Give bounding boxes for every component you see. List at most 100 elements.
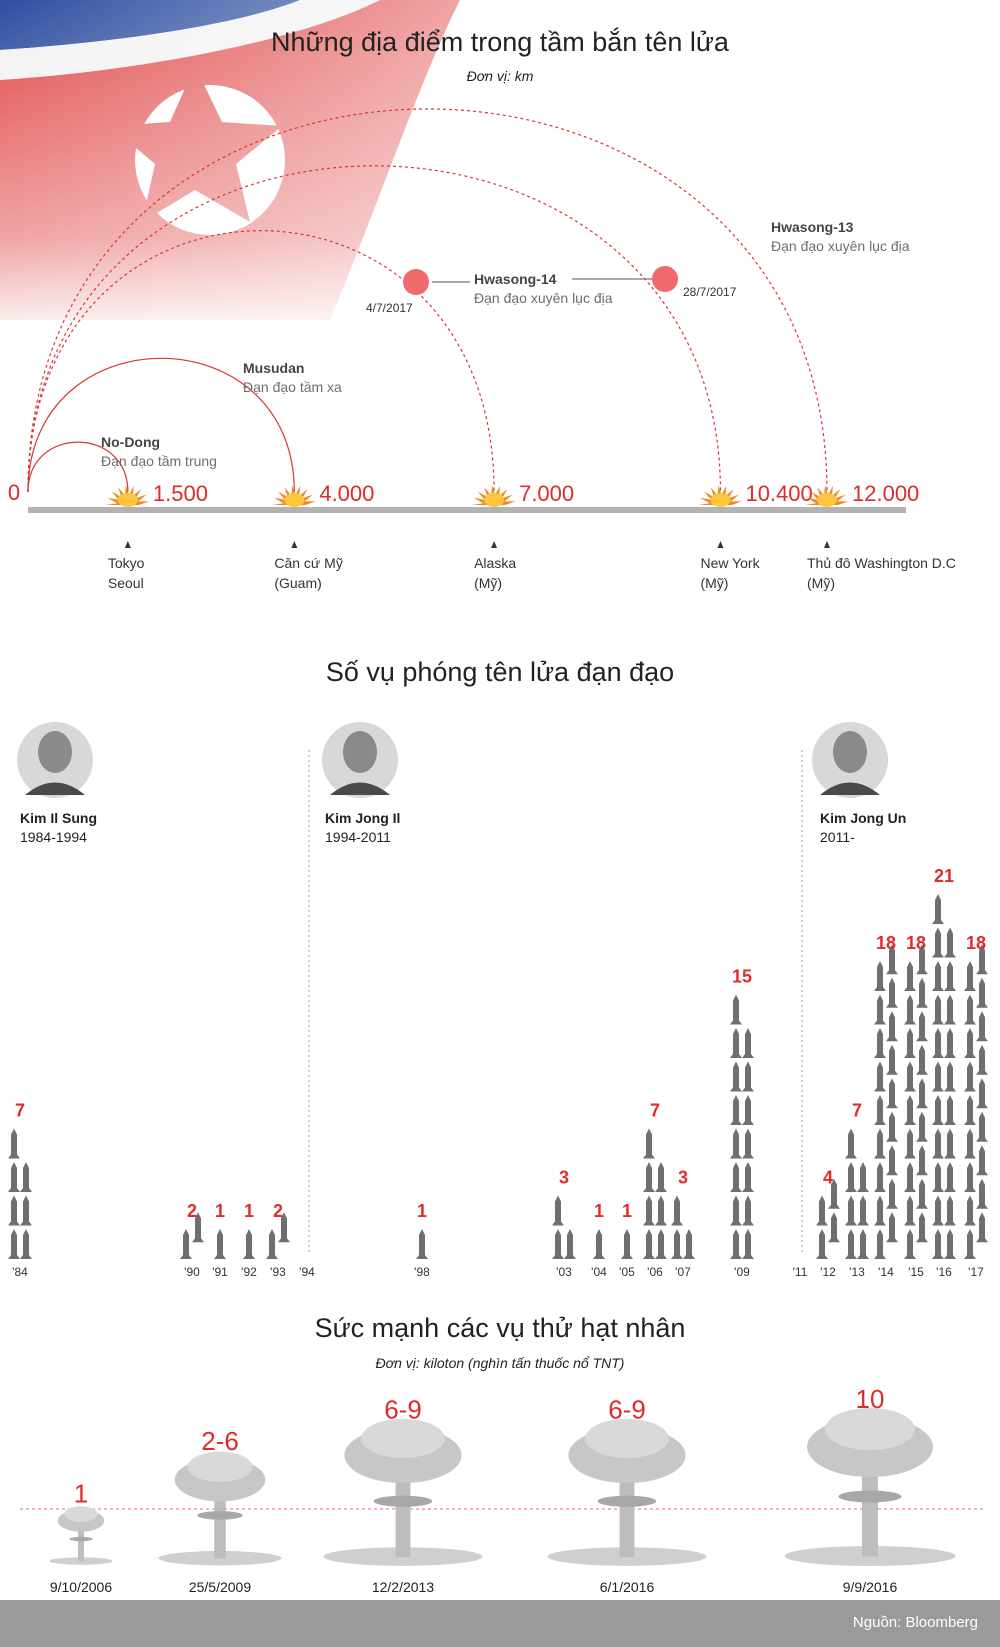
missile-body — [944, 1061, 956, 1092]
missile-icon — [730, 1028, 742, 1058]
missile-icon — [886, 1111, 898, 1142]
missile-body — [964, 1028, 976, 1058]
missile-body — [916, 944, 928, 975]
missile-icon — [916, 1178, 928, 1209]
missile-body — [655, 1162, 667, 1192]
missile-icon — [964, 961, 976, 991]
missile-icon — [730, 1061, 742, 1092]
missile-icon — [904, 1128, 916, 1159]
missile-body — [243, 1229, 255, 1259]
launch-count-label: 1 — [215, 1201, 225, 1221]
test-date-label: 6/1/2016 — [600, 1579, 655, 1595]
missile-body — [742, 1095, 754, 1125]
missile-body — [857, 1195, 869, 1226]
missile-body — [886, 944, 898, 975]
missile-icon — [916, 1078, 928, 1109]
missile-icon — [964, 1128, 976, 1159]
missile-type: Đạn đạo xuyên lục địa — [771, 238, 910, 254]
missile-icon — [976, 1078, 988, 1109]
missile-body — [8, 1195, 20, 1226]
missile-icon — [857, 1162, 869, 1192]
missile-icon — [874, 994, 886, 1025]
missile-body — [904, 1195, 916, 1226]
missile-icon — [683, 1229, 695, 1259]
missile-body — [932, 961, 944, 991]
year-tick-label: '15 — [908, 1265, 924, 1279]
missile-body — [742, 1229, 754, 1259]
launch-count-label: 2 — [273, 1201, 283, 1221]
missile-icon — [932, 894, 944, 924]
missile-body — [816, 1195, 828, 1226]
missile-icon — [266, 1229, 278, 1259]
missile-body — [976, 944, 988, 975]
missile-body — [20, 1162, 32, 1192]
launch-count-label: 7 — [15, 1101, 25, 1121]
missile-icon — [916, 944, 928, 975]
missile-body — [944, 1195, 956, 1226]
leader-name: Kim Il Sung — [20, 810, 97, 826]
mushroom-cloud-icon — [323, 1418, 483, 1566]
missile-icon — [944, 1061, 956, 1092]
missile-body — [964, 961, 976, 991]
missile-icon — [886, 977, 898, 1008]
missile-body — [916, 1044, 928, 1075]
leader-years: 1994-2011 — [325, 829, 391, 845]
missile-body — [874, 1128, 886, 1159]
missile-body — [742, 1028, 754, 1058]
location-marker-icon — [124, 541, 131, 548]
missile-body — [730, 1061, 742, 1092]
missile-body — [8, 1128, 20, 1159]
launch-count-label: 3 — [559, 1168, 569, 1188]
missile-body — [845, 1162, 857, 1192]
yield-label: 6-9 — [384, 1395, 422, 1425]
missile-icon — [964, 1061, 976, 1092]
missile-body — [944, 1229, 956, 1259]
missile-body — [932, 1128, 944, 1159]
missile-icon — [976, 1145, 988, 1176]
missile-icon — [976, 977, 988, 1008]
missile-body — [904, 1229, 916, 1259]
missile-body — [874, 961, 886, 991]
leader-portrait — [322, 722, 398, 798]
missile-icon — [904, 994, 916, 1025]
missile-icon — [874, 1061, 886, 1092]
launch-count-chart: Kim Il Sung 1984-1994 Kim Jong Il 1994-2011… — [8, 722, 988, 1279]
missile-body — [944, 1095, 956, 1125]
missile-icon — [886, 944, 898, 975]
missile-body — [643, 1229, 655, 1259]
missile-body — [730, 1195, 742, 1226]
missile-icon — [20, 1162, 32, 1192]
explosion-icon-core — [117, 493, 138, 507]
missile-icon — [857, 1195, 869, 1226]
missile-body — [730, 1128, 742, 1159]
year-tick-label: '06 — [647, 1265, 663, 1279]
missile-body — [416, 1229, 428, 1259]
missile-icon — [964, 1028, 976, 1058]
year-tick-label: '98 — [414, 1265, 430, 1279]
missile-body — [916, 1145, 928, 1176]
missile-icon — [816, 1195, 828, 1226]
missile-name: Musudan — [243, 360, 304, 376]
location-label: Thủ đô Washington D.C — [807, 555, 956, 571]
missile-body — [944, 927, 956, 958]
missile-icon — [20, 1229, 32, 1259]
explosion-icon-core — [484, 493, 505, 507]
cloud-ring — [597, 1495, 657, 1507]
missile-body — [180, 1229, 192, 1259]
missile-icon — [742, 1162, 754, 1192]
missile-body — [904, 1095, 916, 1125]
mushroom-cloud-icon — [49, 1506, 113, 1565]
missile-icon — [964, 1162, 976, 1192]
location-label: (Guam) — [274, 575, 321, 591]
missile-icon — [944, 994, 956, 1025]
yield-label: 2-6 — [201, 1426, 239, 1456]
missile-icon — [874, 1195, 886, 1226]
missile-body — [730, 1028, 742, 1058]
missile-name: Hwasong-14 — [474, 271, 557, 287]
missile-icon — [944, 1028, 956, 1058]
missile-icon — [730, 1229, 742, 1259]
cloud-ring — [197, 1511, 243, 1520]
explosion-icon — [272, 485, 316, 507]
launch-count-label: 2 — [187, 1201, 197, 1221]
missile-icon — [874, 1128, 886, 1159]
